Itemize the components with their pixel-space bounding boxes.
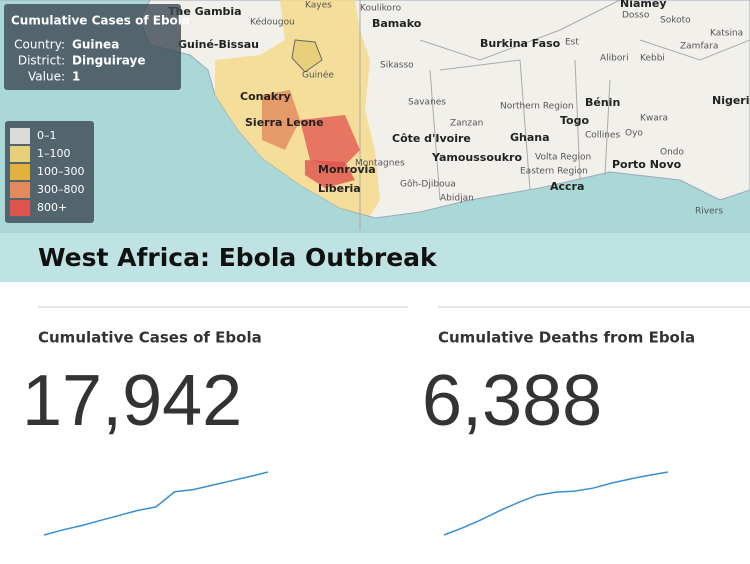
map-label: Abidjan [440, 194, 474, 204]
map-label: Eastern Region [520, 167, 588, 177]
map-label: Zanzan [450, 119, 483, 129]
sparkline [43, 471, 269, 536]
hotspot [305, 160, 355, 188]
map-label: Niamey [620, 0, 667, 10]
map-label: Conakry [240, 90, 291, 103]
tooltip-label: District: [18, 54, 65, 68]
map-label: Sikasso [380, 61, 414, 71]
border [359, 0, 750, 230]
map-label: Oyo [625, 129, 643, 139]
map[interactable] [0, 0, 750, 233]
map-label: Burkina Faso [480, 37, 561, 50]
map-label: Alibori [600, 54, 629, 64]
map-label: Bamako [372, 17, 422, 30]
map-label: Gôh-Djiboua [400, 179, 456, 190]
map-label: Ghana [510, 131, 550, 144]
tooltip-value: Guinea [72, 38, 119, 52]
card-value: 17,942 [22, 361, 242, 441]
map-label: Monrovia [318, 163, 376, 176]
map-label: Kayes [305, 1, 332, 11]
card-value: 6,388 [422, 361, 602, 441]
map-label: Côte d'Ivoire [392, 132, 471, 145]
map-label: Kwara [640, 114, 668, 124]
map-label: Savanes [408, 98, 446, 108]
map-label: Ondo [660, 148, 685, 158]
sparkline [443, 471, 669, 536]
map-label: Bénin [585, 96, 620, 109]
legend-swatch [10, 146, 30, 162]
legend-label: 100–300 [37, 165, 85, 178]
map-label: Guiné-Bissau [178, 38, 259, 51]
map-label: Nigeria [712, 94, 750, 107]
tooltip-label: Value: [28, 70, 65, 84]
map-label: Koulikoro [360, 4, 402, 14]
map-label: Northern Region [500, 102, 574, 112]
map-label: Porto Novo [612, 158, 682, 171]
map-label: Accra [550, 180, 584, 193]
map-label: The Gambia [168, 5, 242, 18]
hotspot [262, 90, 300, 150]
card-label: Cumulative Deaths from Ebola [438, 329, 695, 347]
map-label: Zamfara [680, 42, 718, 52]
tooltip-value: 1 [72, 70, 80, 84]
map-label: Katsina [710, 29, 743, 39]
card-label: Cumulative Cases of Ebola [38, 329, 262, 347]
tooltip-value: Dinguiraye [72, 54, 145, 68]
legend-swatch [10, 182, 30, 198]
legend-label: 0–1 [37, 129, 57, 142]
map-label: Est [565, 38, 579, 48]
map-label: Guinée [302, 70, 334, 81]
map-label: Sokoto [660, 16, 691, 26]
title-band [0, 233, 750, 282]
map-label: Kebbi [640, 54, 665, 64]
map-label: Togo [560, 114, 589, 127]
legend-swatch [10, 200, 30, 216]
legend-label: 800+ [37, 201, 67, 214]
selected-district [291, 39, 323, 73]
map-label: Dosso [622, 11, 650, 21]
legend-swatch [10, 128, 30, 144]
map-label: Liberia [318, 182, 361, 195]
tooltip-label: Country: [14, 38, 65, 52]
map-label: Sierra Leone [245, 116, 324, 129]
map-label: Collines [585, 131, 621, 141]
map-label: Rivers [695, 207, 723, 217]
legend-label: 1–100 [37, 147, 71, 160]
map-label: Yamoussoukro [431, 151, 522, 164]
map-label: Montagnes [355, 159, 405, 169]
tooltip [4, 4, 181, 90]
map-label: Volta Region [535, 153, 591, 163]
page-title: West Africa: Ebola Outbreak [38, 243, 438, 272]
map-label: Kédougou [250, 17, 295, 28]
legend-label: 300–800 [37, 183, 85, 196]
hotspot [300, 115, 360, 170]
tooltip-title: Cumulative Cases of Ebola [11, 14, 190, 28]
legend-swatch [10, 164, 30, 180]
